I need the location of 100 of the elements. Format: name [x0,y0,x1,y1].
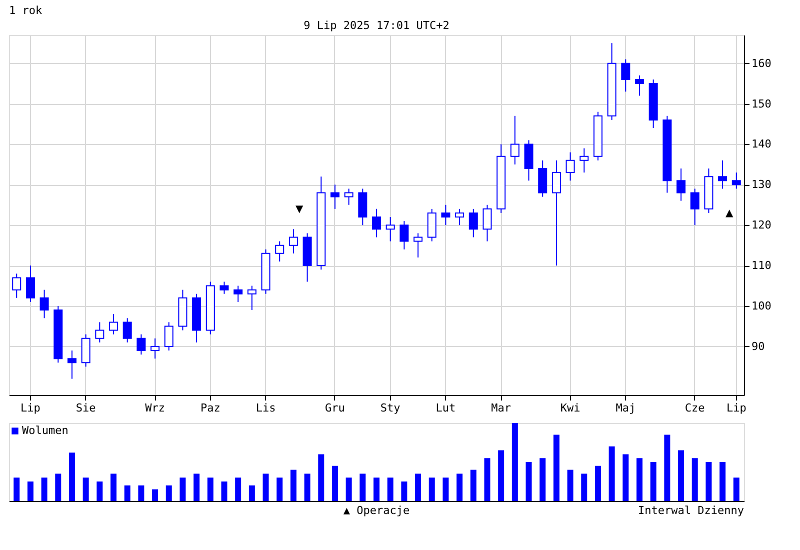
candlestick [150,338,160,360]
candlestick [400,220,409,250]
candlestick [344,188,354,206]
candlestick [122,318,132,343]
candlestick [234,285,243,302]
candlestick [566,152,575,182]
candlestick [386,216,395,242]
candlestick [552,160,561,266]
chart-title: 1 rok [9,4,42,17]
bar [207,478,214,501]
candlestick [621,58,630,92]
bar [540,458,546,501]
bar [512,423,518,501]
bar [55,474,62,501]
candlestick [718,160,728,190]
x-tick-label: Cze [684,402,705,414]
candlestick [247,285,256,311]
candlestick [12,273,22,298]
bar [304,474,310,501]
x-tick-label: Wrz [145,402,165,414]
y-tick-label: 120 [752,218,772,232]
candlestick [732,172,741,190]
x-tick-label: Sty [380,402,401,414]
candlestick [136,334,146,356]
bar [650,462,656,501]
candlestick [330,184,340,210]
candlestick [482,204,492,242]
bar [526,462,532,501]
bar [152,489,158,501]
x-tick-label: Lut [436,402,456,414]
bar [608,446,615,501]
bar [692,458,698,501]
y-tick-label: 90 [752,340,765,353]
x-tick-label: Mar [491,402,512,414]
bar [248,485,255,501]
candlestick [109,314,118,335]
candlestick [288,228,298,254]
candlestick [468,208,478,238]
x-tick-label: Gru [325,402,345,414]
y-tick-label: 130 [752,178,772,192]
bar [332,466,338,501]
bar [374,478,380,501]
bar [41,478,48,501]
bar [678,450,684,501]
x-tick-label: Maj [616,402,636,414]
bar [442,478,449,501]
candlestick [95,322,104,343]
candlestick [26,265,35,302]
bar [706,462,712,501]
bar [553,434,560,501]
bar [82,478,89,501]
bar [290,470,296,501]
bar [636,458,642,501]
bar [622,454,629,501]
bar [415,474,422,501]
bar [166,485,172,501]
bar [180,478,186,501]
bar [456,474,463,501]
candlestick [580,148,589,174]
x-tick-label: Kwi [560,402,580,414]
bar [581,474,588,501]
y-tick-label: 110 [752,259,772,272]
bar [14,478,20,501]
candlestick [275,240,284,262]
x-tick-label: Lip [20,402,40,414]
bar [567,470,574,501]
y-tick-label: 160 [752,56,772,70]
bar [401,482,408,501]
candlestick [220,281,229,294]
bar [664,434,670,501]
bar [124,485,130,501]
bar [428,478,435,501]
bar [262,474,269,501]
bar [594,466,601,501]
bar [498,450,504,501]
candlestick [690,188,700,226]
x-tick-label: Lip [726,402,746,414]
bar [470,470,476,501]
y-tick-label: 100 [752,300,772,313]
candlestick [67,350,76,380]
candlestick [676,168,686,202]
y-tick-label: 140 [752,138,772,151]
candlestick [441,204,450,226]
bar [346,478,352,501]
text: 9 Lip 2025 17:01 UTC+2 [304,19,450,32]
annotation: ▼ [295,204,304,215]
candlestick [164,322,174,352]
bar [360,474,366,501]
bar [720,462,726,501]
y-tick-label: 150 [752,97,772,110]
candlestick [372,208,381,238]
bar [276,478,283,501]
candlestick [40,289,49,319]
annotation: ▲ [725,208,734,219]
candlestick [414,232,423,258]
bar [194,474,200,501]
bar [221,482,228,501]
bar [138,485,144,501]
text: ▲ Operacje [343,504,410,517]
legend-label: Wolumen [22,424,68,437]
